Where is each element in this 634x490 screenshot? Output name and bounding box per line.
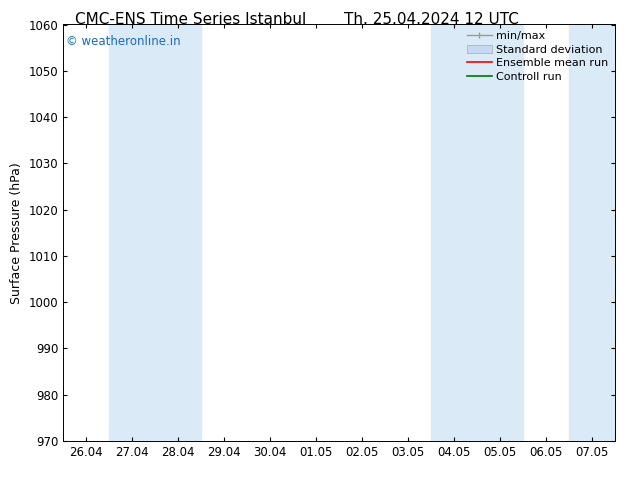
Bar	[431, 24, 477, 441]
Bar	[155, 24, 202, 441]
Bar	[110, 24, 155, 441]
Bar	[477, 24, 523, 441]
Legend: min/max, Standard deviation, Ensemble mean run, Controll run: min/max, Standard deviation, Ensemble me…	[463, 27, 612, 86]
Text: CMC-ENS Time Series Istanbul: CMC-ENS Time Series Istanbul	[75, 12, 306, 27]
Y-axis label: Surface Pressure (hPa): Surface Pressure (hPa)	[10, 162, 23, 304]
Text: © weatheronline.in: © weatheronline.in	[66, 35, 181, 48]
Text: Th. 25.04.2024 12 UTC: Th. 25.04.2024 12 UTC	[344, 12, 519, 27]
Bar	[569, 24, 615, 441]
